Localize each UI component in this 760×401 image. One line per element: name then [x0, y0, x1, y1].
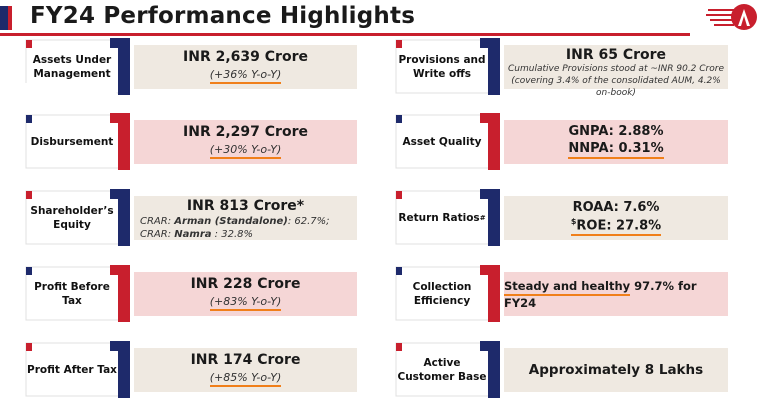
value-box-disbursement: INR 2,297 Crore (+30% Y-o-Y): [134, 120, 357, 164]
label-disbursement: Disbursement: [30, 135, 114, 148]
card-aum: Assets Under Management INR 2,639 Crore …: [22, 38, 357, 95]
tile-equity: Shareholder’s Equity: [22, 189, 134, 246]
tile-pat: Profit After Tax: [22, 341, 134, 398]
page-title: FY24 Performance Highlights: [30, 3, 416, 29]
value-disbursement: INR 2,297 Crore: [183, 124, 308, 140]
title-rule: [0, 33, 690, 36]
sub-disbursement: (+30% Y-o-Y): [209, 143, 282, 159]
title-bar: FY24 Performance Highlights: [0, 0, 700, 34]
value-roaa: ROAA: 7.6%: [572, 200, 660, 215]
value-collection: Steady and healthy 97.7% for FY24: [504, 278, 697, 310]
label-asset-quality: Asset Quality: [402, 135, 482, 148]
sub-pbt: (+83% Y-o-Y): [209, 295, 282, 311]
value-box-provisions: INR 65 Crore Cumulative Provisions stood…: [504, 45, 728, 98]
value-box-aum: INR 2,639 Crore (+36% Y-o-Y): [134, 45, 357, 89]
card-customer-base: Active Customer Base Approximately 8 Lak…: [392, 341, 728, 398]
title-accent-red: [8, 6, 12, 30]
label-aum: Assets Under Management: [32, 53, 112, 80]
tile-collection: Collection Efficiency: [392, 265, 504, 322]
value-pat: INR 174 Crore: [190, 352, 301, 368]
sub-pat: (+85% Y-o-Y): [209, 371, 282, 387]
label-equity: Shareholder’s Equity: [30, 204, 114, 231]
card-collection: Collection Efficiency Steady and healthy…: [392, 265, 728, 322]
value-box-asset-quality: GNPA: 2.88% NNPA: 0.31%: [504, 120, 728, 164]
card-asset-quality: Asset Quality GNPA: 2.88% NNPA: 0.31%: [392, 113, 728, 170]
provisions-note2: (covering 3.4% of the consolidated AUM, …: [511, 76, 721, 98]
value-customer-base: Approximately 8 Lakhs: [528, 362, 704, 378]
label-customer-base: Active Customer Base: [397, 356, 487, 383]
value-pbt: INR 228 Crore: [190, 276, 301, 292]
value-nnpa: NNPA: 0.31%: [568, 141, 664, 159]
label-provisions: Provisions and Write offs: [398, 53, 486, 80]
value-box-collection: Steady and healthy 97.7% for FY24: [504, 272, 728, 316]
tile-disbursement: Disbursement: [22, 113, 134, 170]
tile-provisions: Provisions and Write offs: [392, 38, 504, 95]
value-box-pat: INR 174 Crore (+85% Y-o-Y): [134, 348, 357, 392]
card-return-ratios: Return Ratios # ROAA: 7.6% $ROE: 27.8%: [392, 189, 728, 246]
value-provisions: INR 65 Crore: [565, 47, 667, 63]
sub-aum: (+36% Y-o-Y): [209, 68, 282, 84]
value-box-return-ratios: ROAA: 7.6% $ROE: 27.8%: [504, 196, 728, 240]
provisions-note1: Cumulative Provisions stood at ~INR 90.2…: [507, 64, 725, 74]
value-roe: $ROE: 27.8%: [570, 217, 662, 237]
value-equity: INR 813 Crore*: [186, 198, 305, 214]
tile-aum: Assets Under Management: [22, 38, 134, 95]
value-aum: INR 2,639 Crore: [183, 49, 308, 65]
label-return-ratios: Return Ratios #: [398, 211, 486, 224]
company-logo: [704, 0, 760, 36]
value-box-equity: INR 813 Crore* CRAR: Arman (Standalone):…: [134, 196, 357, 240]
label-pat: Profit After Tax: [27, 363, 117, 376]
card-pbt: Profit Before Tax INR 228 Crore (+83% Y-…: [22, 265, 357, 322]
equity-crar-line2: CRAR: Namra : 32.8%: [140, 229, 253, 240]
card-pat: Profit After Tax INR 174 Crore (+85% Y-o…: [22, 341, 357, 398]
label-pbt: Profit Before Tax: [34, 280, 110, 307]
value-box-customer-base: Approximately 8 Lakhs: [504, 348, 728, 392]
value-gnpa: GNPA: 2.88%: [568, 124, 664, 139]
card-disbursement: Disbursement INR 2,297 Crore (+30% Y-o-Y…: [22, 113, 357, 170]
label-collection: Collection Efficiency: [412, 280, 472, 307]
tile-return-ratios: Return Ratios #: [392, 189, 504, 246]
tile-asset-quality: Asset Quality: [392, 113, 504, 170]
tile-customer-base: Active Customer Base: [392, 341, 504, 398]
equity-crar-line1: CRAR: Arman (Standalone): 62.7%;: [140, 216, 330, 227]
value-box-pbt: INR 228 Crore (+83% Y-o-Y): [134, 272, 357, 316]
tile-pbt: Profit Before Tax: [22, 265, 134, 322]
title-accent-navy: [0, 6, 8, 30]
card-equity: Shareholder’s Equity INR 813 Crore* CRAR…: [22, 189, 357, 246]
card-provisions: Provisions and Write offs INR 65 Crore C…: [392, 38, 728, 98]
